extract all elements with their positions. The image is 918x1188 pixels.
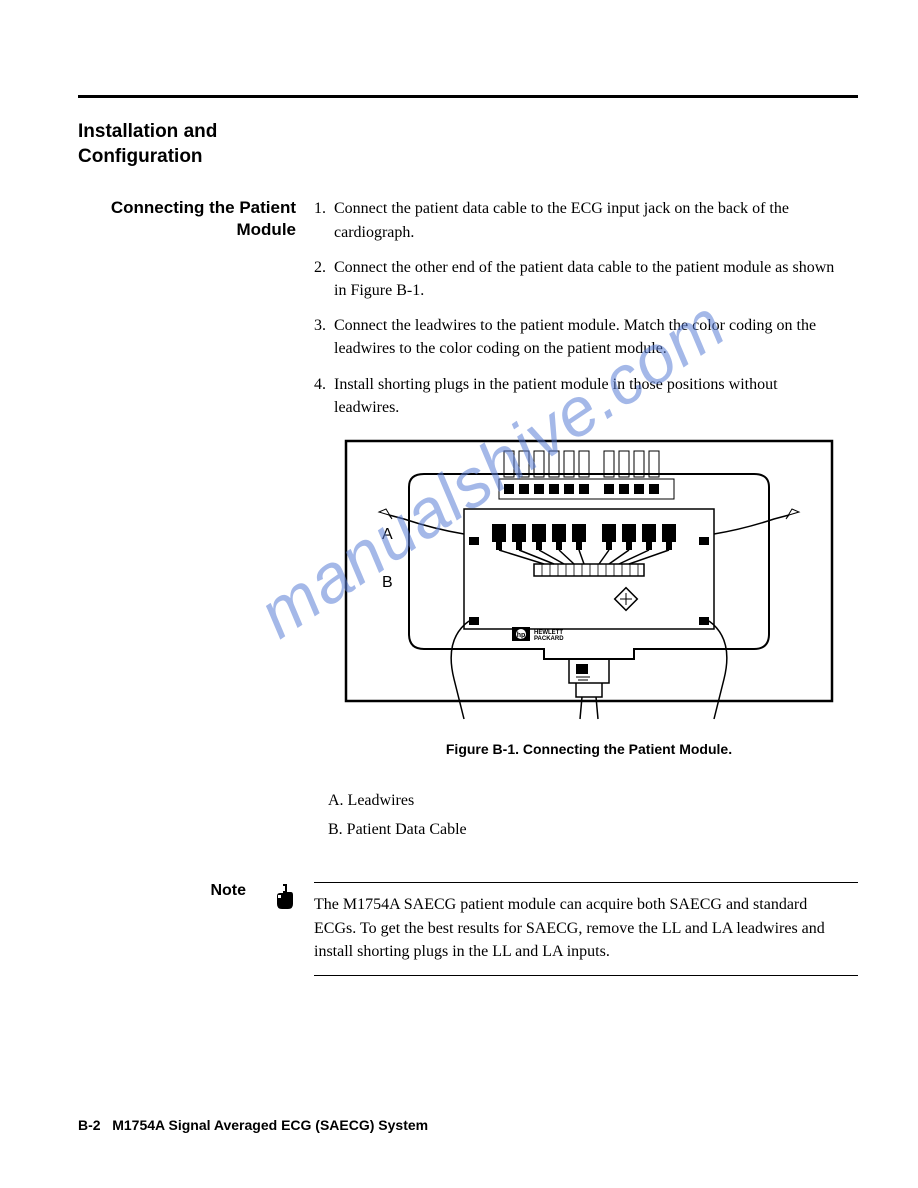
legend-b: B. Patient Data Cable <box>328 816 838 845</box>
figure-legend: A. Leadwires B. Patient Data Cable <box>328 787 838 845</box>
subsection-line2: Module <box>237 220 297 239</box>
svg-text:hp: hp <box>517 632 526 639</box>
patient-module-diagram: hp HEWLETT PACKARD <box>344 439 834 729</box>
step-1: Connect the patient data cable to the EC… <box>314 197 838 243</box>
subsection-title: Connecting the Patient Module <box>78 197 296 241</box>
page-ref: B-2 <box>78 1117 101 1133</box>
note-row: Note The M1754A SAECG patient module can… <box>78 882 858 976</box>
content-row: Connecting the Patient Module Connect th… <box>78 197 858 844</box>
step-2: Connect the other end of the patient dat… <box>314 256 838 302</box>
note-label-column: Note <box>78 882 296 976</box>
subsection-line1: Connecting the Patient <box>111 198 296 217</box>
note-body: The M1754A SAECG patient module can acqu… <box>314 882 858 976</box>
right-column: Connect the patient data cable to the EC… <box>314 197 858 844</box>
left-column: Connecting the Patient Module <box>78 197 296 844</box>
doc-title: M1754A Signal Averaged ECG (SAECG) Syste… <box>112 1117 428 1133</box>
svg-text:A: A <box>382 526 393 543</box>
figure-wrap: hp HEWLETT PACKARD <box>344 439 834 757</box>
note-label: Note <box>210 882 246 900</box>
legend-a: A. Leadwires <box>328 787 838 816</box>
section-title: Installation and Configuration <box>78 120 858 169</box>
pointing-hand-icon <box>274 882 296 917</box>
steps-list: Connect the patient data cable to the EC… <box>314 197 838 419</box>
svg-text:PACKARD: PACKARD <box>534 636 564 642</box>
page-footer: B-2 M1754A Signal Averaged ECG (SAECG) S… <box>78 1117 428 1133</box>
svg-text:B: B <box>382 574 393 591</box>
step-3: Connect the leadwires to the patient mod… <box>314 314 838 360</box>
step-4: Install shorting plugs in the patient mo… <box>314 373 838 419</box>
section-title-line1: Installation and <box>78 121 217 142</box>
section-title-line2: Configuration <box>78 146 203 167</box>
figure-caption: Figure B-1. Connecting the Patient Modul… <box>344 741 834 757</box>
header-rule <box>78 95 858 98</box>
